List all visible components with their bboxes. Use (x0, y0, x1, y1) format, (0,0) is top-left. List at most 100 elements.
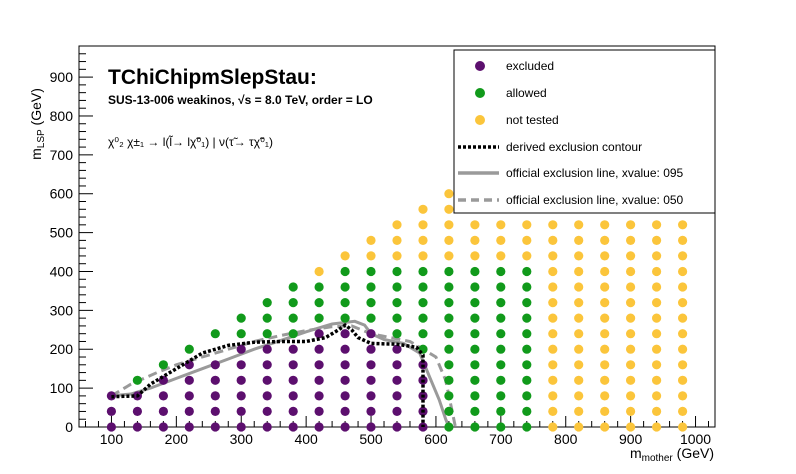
excluded-point (288, 391, 298, 401)
not-tested-point (626, 313, 636, 323)
not-tested-point (600, 235, 610, 245)
allowed-point (444, 375, 454, 385)
not-tested-point (548, 298, 558, 308)
not-tested-point (392, 251, 402, 261)
allowed-point (314, 298, 324, 308)
excluded-point (340, 344, 350, 354)
allowed-point (444, 391, 454, 401)
allowed-point (236, 313, 246, 323)
allowed-point (522, 313, 532, 323)
not-tested-point (392, 235, 402, 245)
y-tick-label: 0 (65, 419, 73, 435)
excluded-point (132, 422, 142, 432)
excluded-point (314, 406, 324, 416)
not-tested-point (548, 313, 558, 323)
allowed-point (522, 298, 532, 308)
allowed-point (444, 266, 454, 277)
legend-label: allowed (506, 86, 547, 100)
excluded-point (366, 360, 376, 370)
allowed-point (444, 406, 454, 416)
allowed-point (366, 298, 376, 308)
x-tick-label: 500 (359, 431, 383, 447)
allowed-point (522, 266, 532, 277)
not-tested-point (626, 282, 636, 292)
exclusion-lines (110, 319, 457, 428)
not-tested-point (574, 391, 584, 401)
allowed-point (392, 313, 402, 323)
not-tested-point (548, 266, 558, 277)
excluded-point (288, 422, 298, 432)
excluded-point (314, 329, 324, 339)
excluded-point (210, 391, 220, 401)
excluded-point (184, 422, 194, 432)
not-tested-point (574, 375, 584, 385)
not-tested-point (470, 251, 480, 261)
not-tested-point (600, 391, 610, 401)
not-tested-point (626, 375, 636, 385)
not-tested-point (678, 344, 688, 354)
excluded-point (288, 406, 298, 416)
excluded-point (366, 329, 376, 339)
allowed-point (444, 360, 454, 370)
x-tick-label: 400 (294, 431, 318, 447)
not-tested-point (626, 220, 636, 230)
allowed-point (522, 344, 532, 354)
not-tested-point (652, 251, 662, 261)
not-tested-point (548, 282, 558, 292)
allowed-point (418, 313, 428, 323)
not-tested-point (678, 220, 688, 230)
x-tick-label: 700 (489, 431, 513, 447)
allowed-point (496, 266, 506, 277)
not-tested-point (626, 329, 636, 339)
allowed-point (522, 422, 532, 432)
not-tested-point (626, 422, 636, 432)
excluded-point (392, 360, 402, 370)
not-tested-point (626, 360, 636, 370)
not-tested-point (652, 375, 662, 385)
chart-subtitle: SUS-13-006 weakinos, √s = 8.0 TeV, order… (108, 93, 373, 107)
excluded-point (158, 422, 168, 432)
excluded-point (340, 360, 350, 370)
excluded-point (366, 344, 376, 354)
x-tick-label: 600 (424, 431, 448, 447)
y-tick-label: 300 (50, 302, 74, 318)
not-tested-point (600, 313, 610, 323)
not-tested-point (678, 406, 688, 416)
allowed-point (210, 329, 220, 339)
not-tested-point (626, 266, 636, 277)
y-axis-label-sub: LSP (36, 129, 47, 148)
allowed-point (496, 329, 506, 339)
not-tested-point (600, 329, 610, 339)
excluded-point (314, 422, 324, 432)
excluded-point (210, 422, 220, 432)
excluded-point (262, 344, 272, 354)
legend: excluded allowed not tested derived exclusi… (453, 49, 716, 214)
not-tested-point (678, 329, 688, 339)
y-tick-label: 200 (50, 341, 74, 357)
excluded-point (184, 391, 194, 401)
not-tested-point (548, 329, 558, 339)
not-tested-point (652, 422, 662, 432)
allowed-point (444, 282, 454, 292)
chart-title: TChiChipmSlepStau: (108, 66, 317, 89)
allowed-point (418, 282, 428, 292)
process-label: χ⁰₂ χ±₁ → l(l̃→ lχ̃⁰₁) | ν(τ̃→ τχ̃⁰₁) (108, 134, 273, 149)
legend-marker (475, 61, 485, 71)
allowed-point (470, 422, 480, 432)
legend-entry: official exclusion line, xvalue: 095 (458, 166, 684, 180)
allowed-point (288, 282, 298, 292)
not-tested-point (600, 251, 610, 261)
allowed-point (236, 329, 246, 339)
legend-label: derived exclusion contour (506, 140, 642, 154)
allowed-point (340, 298, 350, 308)
not-tested-point (626, 298, 636, 308)
allowed-point (496, 298, 506, 308)
allowed-point (522, 282, 532, 292)
allowed-point (288, 329, 298, 339)
excluded-point (366, 406, 376, 416)
allowed-point (366, 266, 376, 277)
excluded-point (210, 406, 220, 416)
excluded-point (288, 375, 298, 385)
not-tested-point (600, 344, 610, 354)
